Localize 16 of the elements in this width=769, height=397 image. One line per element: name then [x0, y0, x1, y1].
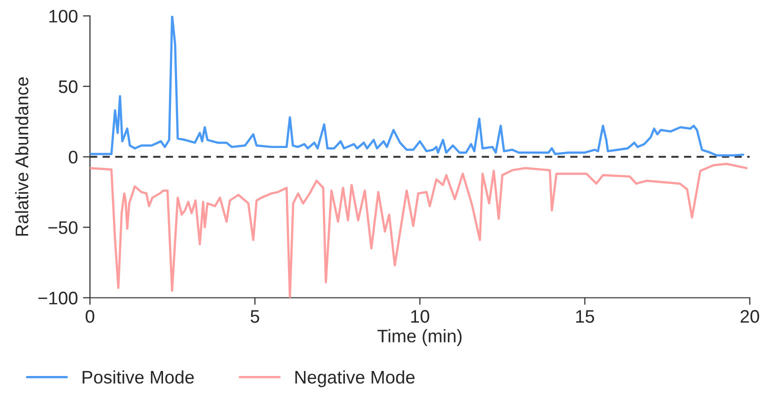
y-tick-label: 0 [68, 150, 78, 164]
legend-label: Negative Mode [295, 370, 415, 388]
x-tick-label: 15 [576, 310, 594, 323]
x-tick-label: 5 [250, 310, 260, 323]
y-axis-title: Ralative Abundance [15, 77, 28, 236]
x-tick-label: 10 [411, 310, 430, 323]
y-tick-label: −50 [48, 221, 78, 234]
legend-label: Positive Mode [82, 370, 194, 384]
y-tick-label: 50 [58, 80, 78, 94]
line-series [90, 16, 744, 157]
line-series [90, 162, 748, 298]
y-tick-label: 100 [49, 10, 78, 23]
x-tick-label: 0 [86, 310, 94, 323]
x-tick-label: 20 [740, 310, 760, 323]
y-tick-label: −100 [38, 292, 78, 304]
x-axis-title: Time (min) [377, 329, 462, 346]
